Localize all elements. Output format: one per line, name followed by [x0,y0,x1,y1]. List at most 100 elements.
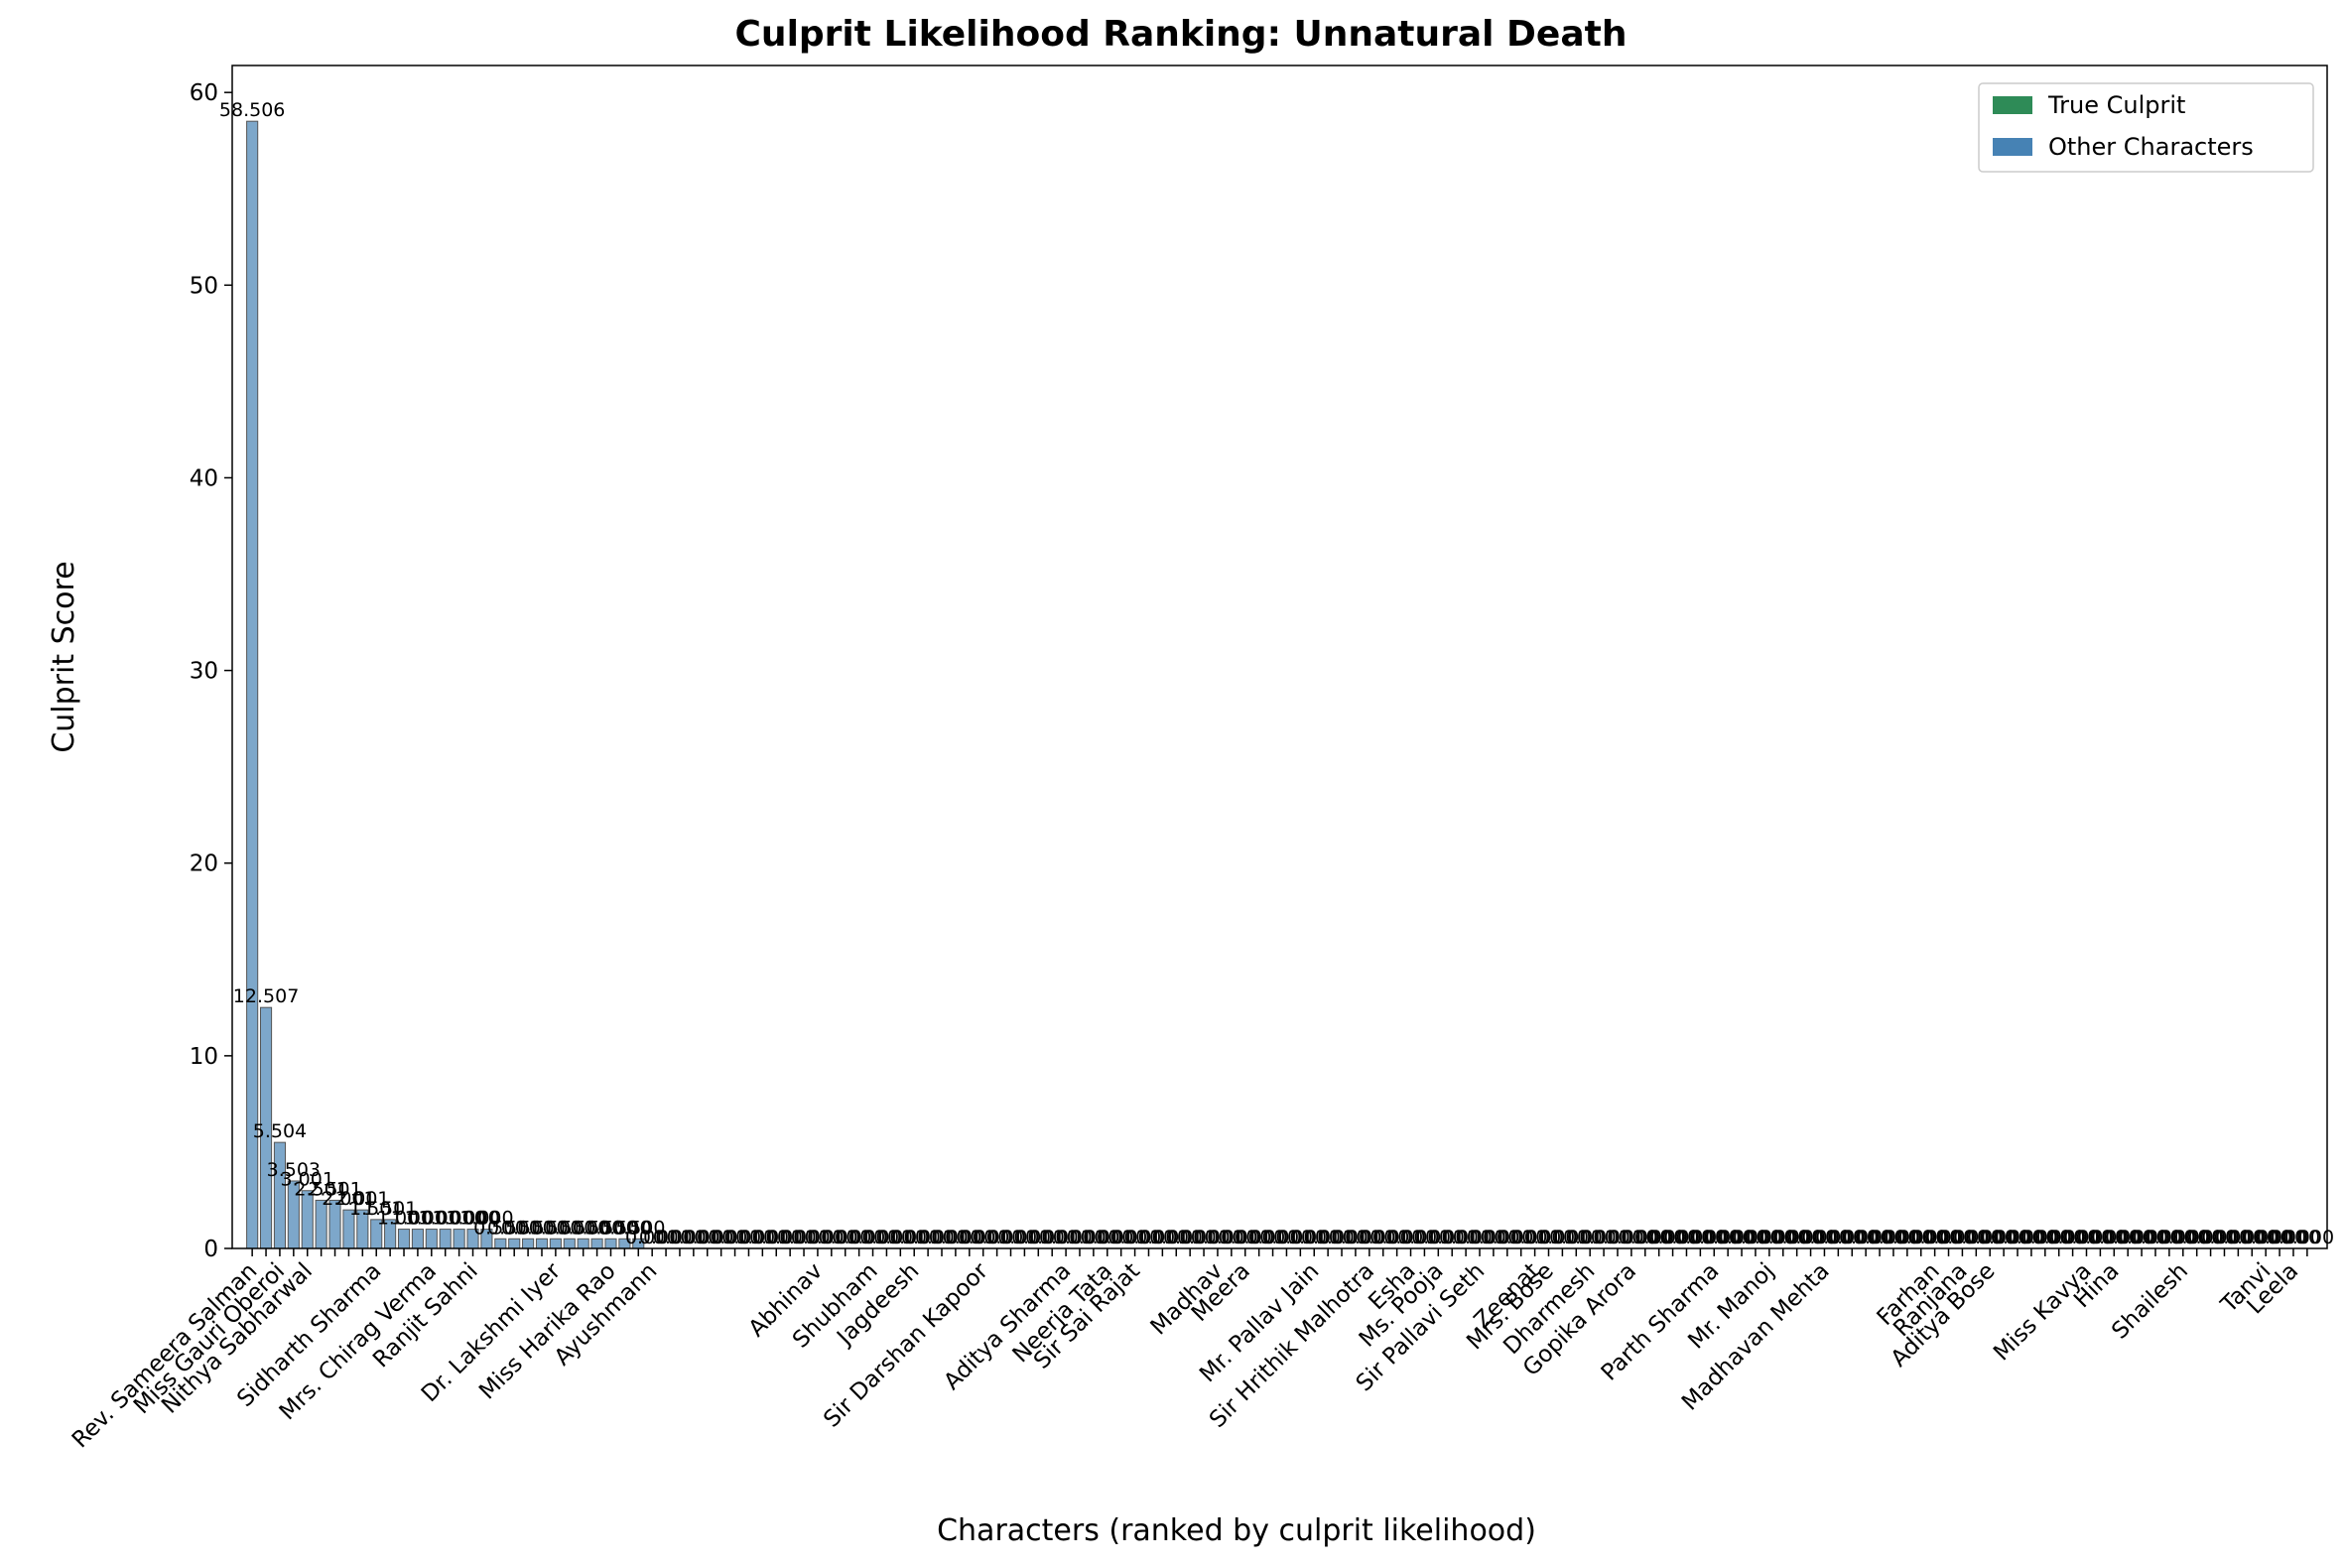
data-label: 0.001 [681,1227,734,1248]
bar [494,1238,507,1249]
data-label: 0.001 [983,1227,1037,1248]
data-label: 0.000 [1881,1227,1934,1248]
data-label: 0.001 [887,1227,941,1248]
data-label: 0.001 [859,1227,913,1248]
data-label: 0.000 [2045,1227,2099,1248]
legend-swatch [1993,138,2032,156]
data-label: 0.000 [2101,1227,2154,1248]
data-label: 0.001 [1067,1227,1120,1248]
data-label: 0.000 [1935,1227,1989,1248]
bar [508,1238,521,1249]
data-label: 0.001 [653,1227,707,1248]
data-label: 5.504 [253,1120,307,1142]
y-tick-label: 0 [203,1237,218,1262]
data-label: 0.000 [2156,1227,2210,1248]
data-label: 0.001 [970,1227,1023,1248]
data-label: 1.501 [363,1198,417,1220]
data-label: 0.000 [1619,1227,1672,1248]
data-label: 0.000 [2197,1227,2251,1248]
data-label: 3.503 [267,1159,321,1181]
data-label: 0.000 [1811,1227,1865,1248]
data-label: 0.001 [1121,1227,1175,1248]
data-label: 0.001 [1081,1227,1134,1248]
y-tick-label: 50 [190,273,218,299]
legend-label: True Culprit [2047,91,2185,119]
data-label: 0.000 [1853,1227,1906,1248]
data-label: 0.001 [721,1227,775,1248]
data-label: 0.001 [763,1227,817,1248]
bar [563,1238,576,1249]
data-label: 0.001 [1039,1227,1093,1248]
data-label: 0.001 [929,1227,982,1248]
x-tick-label: Miss Kavya [1989,1258,2097,1367]
data-label: 0.001 [1232,1227,1285,1248]
data-label: 0.001 [1025,1227,1079,1248]
data-label: 0.001 [1577,1227,1630,1248]
y-axis-label: Culprit Score [47,561,81,752]
data-label: 0.000 [2267,1227,2320,1248]
data-label: 0.001 [667,1227,720,1248]
data-label: 0.001 [625,1227,679,1248]
data-label: 1.000 [459,1208,513,1230]
data-label: 0.000 [1743,1227,1796,1248]
data-label: 0.000 [1963,1227,2017,1248]
data-label: 0.000 [2019,1227,2072,1248]
data-label: 0.001 [1287,1227,1341,1248]
data-label: 0.500 [556,1217,609,1239]
data-label: 0.500 [570,1217,623,1239]
data-label: 1.001 [419,1208,472,1230]
data-label: 0.001 [1563,1227,1617,1248]
data-label: 0.000 [2239,1227,2292,1248]
data-label: 0.000 [1977,1227,2030,1248]
data-label: 0.000 [1631,1227,1685,1248]
data-label: 0.000 [1605,1227,1658,1248]
data-label: 0.001 [1149,1227,1203,1248]
data-label: 0.000 [1729,1227,1782,1248]
data-label: 0.501 [501,1217,555,1239]
data-label: 1.001 [405,1208,458,1230]
data-label: 0.000 [1839,1227,1892,1248]
data-label: 0.000 [1769,1227,1823,1248]
data-label: 0.000 [1687,1227,1741,1248]
data-label: 0.001 [1259,1227,1313,1248]
data-label: 0.001 [846,1227,899,1248]
data-label: 0.001 [1245,1227,1299,1248]
data-label: 0.001 [1507,1227,1561,1248]
data-label: 0.000 [1921,1227,1975,1248]
data-label: 12.507 [233,985,299,1007]
bar [439,1229,452,1249]
data-label: 0.000 [1949,1227,2003,1248]
data-label: 0.001 [1549,1227,1603,1248]
data-label: 0.001 [1011,1227,1065,1248]
data-label: 0.001 [1163,1227,1217,1248]
data-label: 0.001 [1397,1227,1451,1248]
bar [425,1229,438,1249]
data-label: 0.001 [1205,1227,1258,1248]
data-label: 0.000 [1645,1227,1699,1248]
data-label: 0.000 [1783,1227,1837,1248]
data-label: 0.000 [2059,1227,2113,1248]
data-label: 0.000 [2073,1227,2127,1248]
data-label: 0.000 [2143,1227,2196,1248]
data-label: 0.000 [2087,1227,2141,1248]
data-label: 0.001 [735,1227,789,1248]
legend-swatch [1993,96,2032,114]
bar [577,1238,589,1249]
data-label: 0.501 [473,1217,527,1239]
data-label: 0.001 [1383,1227,1437,1248]
data-label: 0.001 [1094,1227,1147,1248]
data-label: 2.501 [308,1178,361,1200]
data-label: 3.001 [281,1169,334,1191]
data-label: 2.501 [294,1178,347,1200]
data-label: 0.001 [997,1227,1051,1248]
bar [453,1229,465,1249]
data-label: 0.000 [2005,1227,2058,1248]
data-label: 0.001 [1219,1227,1272,1248]
data-label: 0.001 [1315,1227,1368,1248]
data-label: 0.001 [901,1227,955,1248]
data-label: 0.501 [543,1217,596,1239]
x-axis-label: Characters (ranked by culprit likelihood… [937,1513,1536,1548]
data-label: 0.001 [1411,1227,1465,1248]
